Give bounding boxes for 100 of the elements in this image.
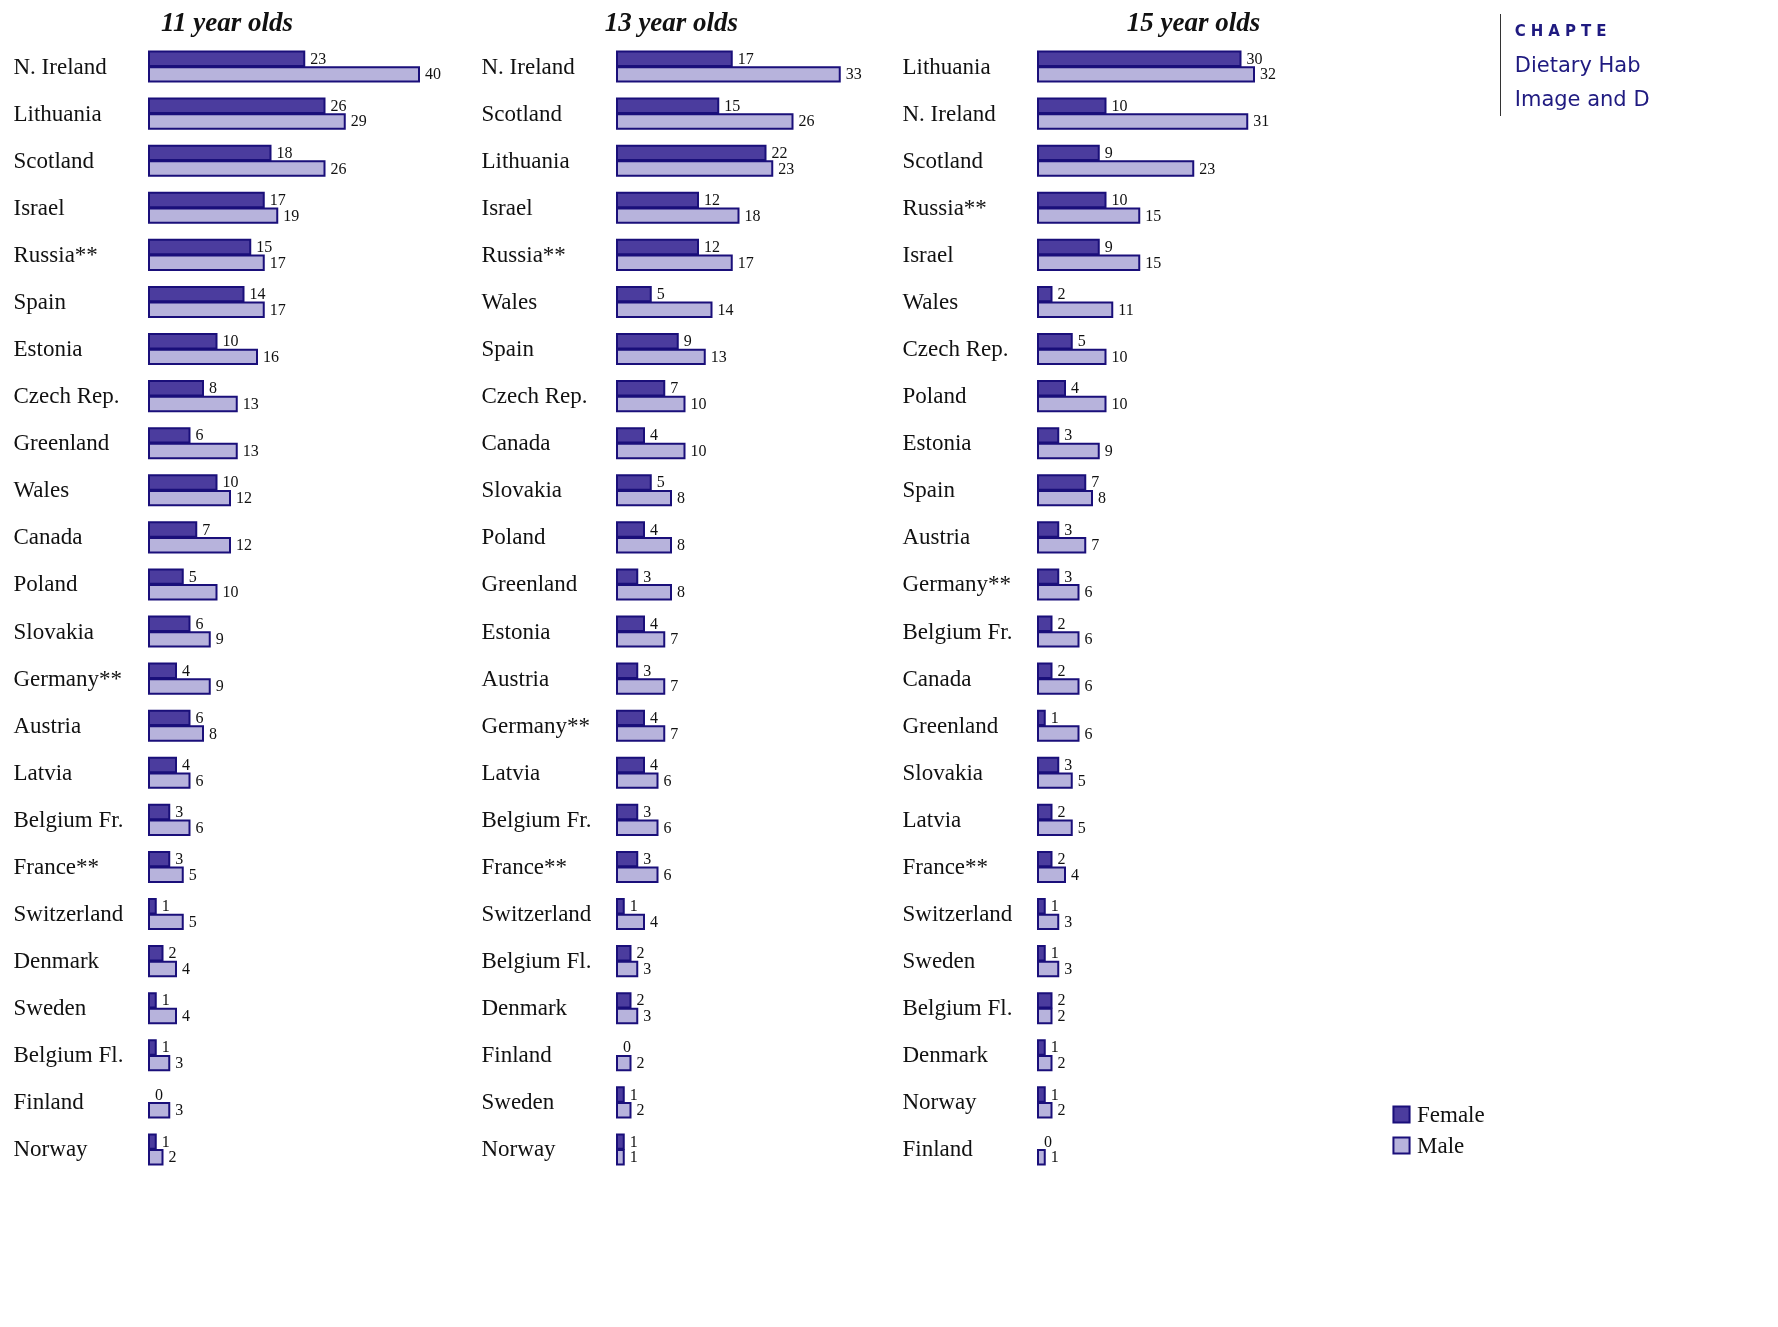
y-tick-label: Denmark (481, 995, 568, 1021)
data-label: 4 (650, 520, 658, 538)
data-label: 1 (629, 897, 638, 915)
y-tick-label: Canada (902, 665, 972, 691)
y-tick-label: N. Ireland (481, 53, 576, 79)
y-tick-label: Finland (902, 1136, 974, 1162)
data-label: 17 (737, 253, 754, 271)
data-label: 6 (1084, 724, 1093, 742)
y-tick-label: Slovakia (902, 759, 983, 785)
data-label: 10 (690, 394, 707, 412)
data-label: 4 (1070, 379, 1079, 397)
y-tick-label: Slovakia (481, 477, 562, 503)
data-label: 4 (182, 959, 190, 977)
y-tick-label: Germany** (13, 665, 123, 691)
data-label: 7 (670, 724, 679, 742)
y-tick-label: Spain (481, 336, 535, 362)
data-label: 11 (1118, 300, 1134, 318)
y-tick-label: France** (481, 853, 568, 879)
data-label: 2 (1057, 1101, 1066, 1119)
data-label: 4 (650, 912, 658, 930)
data-label: 13 (242, 442, 259, 460)
data-label: 26 (798, 112, 815, 130)
data-label: 4 (650, 614, 658, 632)
data-label: 1 (161, 991, 170, 1009)
data-label: 3 (1064, 755, 1072, 773)
data-label: 9 (1104, 442, 1113, 460)
data-label: 1 (629, 1132, 638, 1150)
data-label: 8 (677, 536, 685, 554)
data-label: 2 (636, 944, 645, 962)
y-tick-label: Wales (481, 288, 538, 314)
data-label: 3 (1064, 520, 1072, 538)
data-label: 15 (1145, 206, 1161, 224)
y-tick-label: Latvia (481, 759, 541, 785)
data-label: 10 (690, 442, 707, 460)
data-label: 3 (643, 567, 652, 585)
data-label: 16 (263, 347, 279, 365)
y-tick-label: Denmark (902, 1042, 989, 1068)
data-label: 3 (1064, 567, 1072, 585)
y-tick-label: Belgium Fl. (13, 1042, 124, 1068)
data-label: 29 (350, 112, 367, 130)
y-tick-label: Finland (481, 1042, 553, 1068)
data-label: 33 (845, 65, 862, 83)
data-label: 8 (209, 724, 217, 742)
data-label: 8 (677, 583, 685, 601)
y-tick-label: Switzerland (902, 901, 1013, 927)
data-label: 6 (1084, 677, 1093, 695)
data-label: 3 (643, 803, 652, 821)
y-tick-label: Latvia (13, 759, 73, 785)
y-tick-label: Russia** (13, 241, 98, 267)
data-label: 12 (704, 190, 720, 208)
y-tick-label: Norway (902, 1089, 977, 1115)
data-label: 4 (1070, 865, 1079, 883)
data-label: 12 (704, 238, 720, 256)
y-tick-label: Austria (481, 665, 550, 691)
y-tick-label: Israel (13, 194, 65, 220)
data-label: 4 (650, 426, 658, 444)
data-label: 9 (683, 332, 692, 350)
data-label: 23 (1199, 159, 1215, 177)
y-tick-label: Austria (13, 712, 82, 738)
data-label: 23 (310, 49, 327, 67)
data-label: 9 (215, 630, 224, 648)
data-label: 19 (283, 206, 300, 224)
data-label: 2 (1057, 614, 1066, 632)
data-label: 4 (182, 755, 190, 773)
data-label: 6 (663, 771, 672, 789)
data-label: 17 (269, 300, 286, 318)
data-label: 6 (195, 426, 204, 444)
text: Image and D (1514, 86, 1650, 113)
data-label: 10 (222, 583, 239, 601)
data-label: 7 (670, 630, 679, 648)
text: Dietary Hab (1514, 52, 1642, 79)
data-label: 14 (249, 285, 266, 303)
y-tick-label: Israel (481, 194, 533, 220)
data-label: 10 (222, 332, 239, 350)
legend-label: Male (1416, 1132, 1465, 1158)
data-label: 2 (636, 991, 645, 1009)
y-tick-label: Norway (13, 1136, 89, 1162)
y-tick-label: Germany** (902, 571, 1011, 597)
data-label: 1 (1050, 944, 1059, 962)
data-label: 23 (778, 159, 795, 177)
data-label: 4 (182, 661, 190, 679)
y-tick-label: Denmark (13, 948, 100, 974)
data-label: 4 (182, 1007, 190, 1025)
data-label: 1 (161, 1038, 170, 1056)
y-tick-label: Wales (13, 477, 70, 503)
data-label: 7 (202, 520, 211, 538)
chart-title: 15 year olds (1126, 7, 1260, 37)
data-label: 17 (269, 253, 286, 271)
data-label: 2 (1057, 803, 1066, 821)
data-label: 3 (175, 1054, 184, 1072)
y-tick-label: Germany** (481, 712, 591, 738)
data-label: 40 (425, 65, 441, 83)
y-tick-label: Scotland (902, 147, 984, 173)
data-label: 4 (650, 708, 658, 726)
y-tick-label: Sweden (902, 948, 976, 974)
y-tick-label: Greenland (902, 712, 999, 738)
data-label: 5 (188, 865, 197, 883)
y-tick-label: Greenland (481, 571, 578, 597)
data-label: 0 (155, 1085, 163, 1103)
data-label: 3 (643, 1007, 652, 1025)
